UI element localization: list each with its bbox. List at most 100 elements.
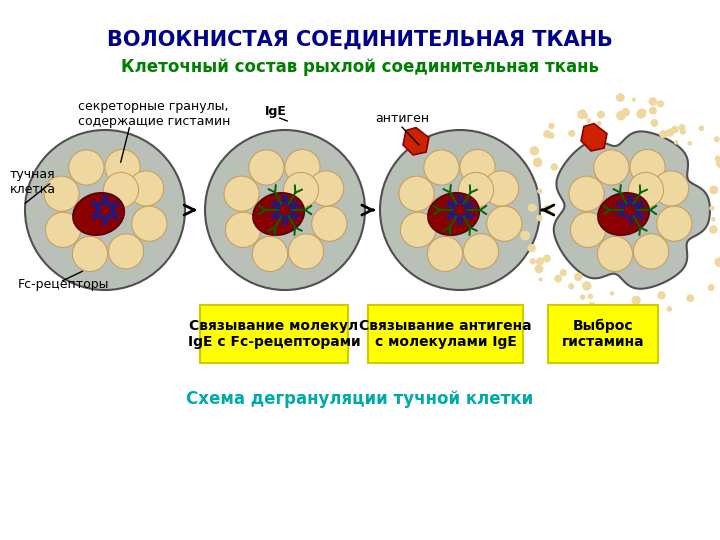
Circle shape <box>616 111 626 120</box>
Circle shape <box>654 171 689 206</box>
Circle shape <box>580 294 585 300</box>
Circle shape <box>530 258 536 265</box>
Circle shape <box>109 234 144 269</box>
Circle shape <box>660 130 667 138</box>
Circle shape <box>639 109 647 116</box>
Circle shape <box>649 106 657 114</box>
Circle shape <box>539 278 543 281</box>
Text: Клеточный состав рыхлой соединительная ткань: Клеточный состав рыхлой соединительная т… <box>121 58 599 76</box>
Circle shape <box>44 176 79 211</box>
FancyBboxPatch shape <box>200 305 348 363</box>
Circle shape <box>631 295 641 305</box>
Circle shape <box>528 204 536 212</box>
Circle shape <box>543 205 552 213</box>
Text: IgE: IgE <box>265 105 287 118</box>
Circle shape <box>554 275 562 282</box>
Circle shape <box>225 212 261 247</box>
Circle shape <box>424 150 459 185</box>
Circle shape <box>428 237 462 272</box>
Circle shape <box>312 206 347 241</box>
Circle shape <box>464 234 499 269</box>
Circle shape <box>597 111 605 119</box>
Text: ВОЛОКНИСТАЯ СОЕДИНИТЕЛЬНАЯ ТКАНЬ: ВОЛОКНИСТАЯ СОЕДИНИТЕЛЬНАЯ ТКАНЬ <box>107 30 613 50</box>
Circle shape <box>105 150 140 185</box>
Circle shape <box>284 172 319 207</box>
Circle shape <box>611 320 618 327</box>
Circle shape <box>610 291 614 296</box>
Circle shape <box>534 265 544 273</box>
Circle shape <box>714 137 720 143</box>
Ellipse shape <box>253 193 305 235</box>
Polygon shape <box>554 131 710 289</box>
Circle shape <box>570 212 606 247</box>
Circle shape <box>597 121 602 126</box>
Circle shape <box>399 176 434 211</box>
Circle shape <box>25 130 185 290</box>
Circle shape <box>550 163 558 171</box>
Ellipse shape <box>598 193 649 235</box>
Circle shape <box>709 206 715 211</box>
Circle shape <box>666 129 674 137</box>
Circle shape <box>531 205 537 211</box>
Ellipse shape <box>428 193 480 235</box>
Circle shape <box>289 234 324 269</box>
Circle shape <box>533 158 543 167</box>
Polygon shape <box>403 127 429 155</box>
Circle shape <box>574 273 582 281</box>
Circle shape <box>629 172 664 207</box>
Circle shape <box>569 176 604 211</box>
Text: Выброс
гистамина: Выброс гистамина <box>562 319 644 349</box>
Circle shape <box>698 125 704 131</box>
Circle shape <box>205 130 365 290</box>
Circle shape <box>536 215 542 221</box>
Circle shape <box>224 176 259 211</box>
Circle shape <box>537 188 542 194</box>
Circle shape <box>528 244 536 252</box>
Circle shape <box>671 126 679 133</box>
Circle shape <box>568 283 575 289</box>
Circle shape <box>680 129 686 135</box>
Circle shape <box>594 150 629 185</box>
Circle shape <box>487 206 522 241</box>
FancyBboxPatch shape <box>368 305 523 363</box>
Circle shape <box>69 150 104 185</box>
Text: тучная
клетка: тучная клетка <box>10 168 56 196</box>
Circle shape <box>73 237 107 272</box>
Text: Fc-рецепторы: Fc-рецепторы <box>18 278 109 291</box>
Circle shape <box>634 234 669 269</box>
Circle shape <box>588 294 593 299</box>
Circle shape <box>651 119 658 127</box>
Circle shape <box>621 108 630 117</box>
Text: антиген: антиген <box>375 112 429 125</box>
Circle shape <box>715 156 720 162</box>
Circle shape <box>678 124 685 131</box>
Circle shape <box>657 206 692 241</box>
Circle shape <box>616 93 625 102</box>
Circle shape <box>45 212 81 247</box>
Circle shape <box>709 186 719 194</box>
Text: Связывание антигена
с молекулами IgE: Связывание антигена с молекулами IgE <box>359 319 532 349</box>
Circle shape <box>588 302 595 309</box>
Circle shape <box>253 237 287 272</box>
Text: Схема дегрануляции тучной клетки: Схема дегрануляции тучной клетки <box>186 390 534 408</box>
Polygon shape <box>581 124 607 151</box>
Circle shape <box>536 257 544 266</box>
Circle shape <box>587 118 591 123</box>
Ellipse shape <box>73 193 125 235</box>
Circle shape <box>714 257 720 267</box>
Circle shape <box>709 225 718 234</box>
Circle shape <box>530 146 539 156</box>
Circle shape <box>616 309 621 314</box>
FancyBboxPatch shape <box>548 305 658 363</box>
Circle shape <box>688 141 692 146</box>
Circle shape <box>674 140 678 145</box>
Circle shape <box>459 172 494 207</box>
Text: секреторные гранулы,
содержащие гистамин: секреторные гранулы, содержащие гистамин <box>78 100 230 128</box>
Circle shape <box>630 150 665 185</box>
Circle shape <box>577 110 587 119</box>
Circle shape <box>308 171 343 206</box>
Circle shape <box>667 306 672 312</box>
Circle shape <box>649 97 657 106</box>
Circle shape <box>132 206 167 241</box>
Circle shape <box>711 217 716 221</box>
